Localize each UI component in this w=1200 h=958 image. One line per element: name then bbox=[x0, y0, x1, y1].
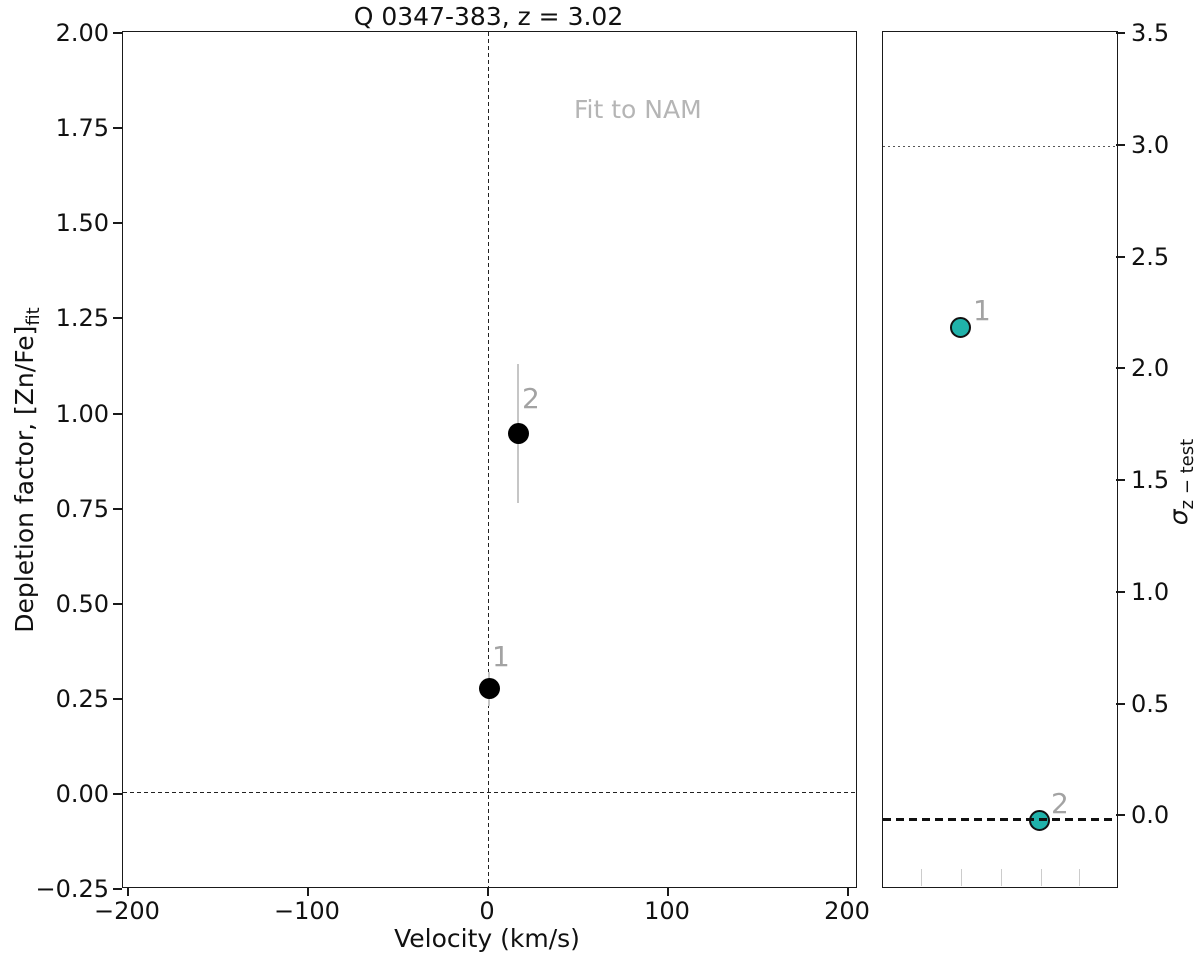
sigma-tick-label: 1.0 bbox=[1131, 578, 1170, 606]
x-axis-label: Velocity (km/s) bbox=[394, 924, 580, 953]
x-tick bbox=[487, 887, 489, 896]
zero-velocity-line bbox=[488, 32, 489, 887]
y-axis-label-subscript: fit bbox=[23, 307, 44, 326]
point-1-label: 1 bbox=[492, 640, 510, 673]
x-tick-label: 200 bbox=[824, 897, 870, 925]
x-tick-label: −200 bbox=[94, 897, 160, 925]
sigma-tick-label: 2.0 bbox=[1131, 354, 1170, 382]
x-tick bbox=[847, 887, 849, 896]
sigma-point-1-label: 1 bbox=[973, 294, 991, 327]
y-tick bbox=[113, 317, 122, 319]
sigma-point-1 bbox=[950, 317, 971, 338]
sigma-tick-label: 3.5 bbox=[1131, 19, 1170, 47]
y-tick bbox=[113, 698, 122, 700]
y-tick-label: 2.00 bbox=[55, 19, 109, 47]
sigma-tick bbox=[1116, 479, 1125, 481]
y-tick-label: 0.25 bbox=[55, 685, 109, 713]
y-tick-label: −0.25 bbox=[35, 875, 109, 903]
x-tick bbox=[307, 887, 309, 896]
sigma-tick bbox=[1116, 591, 1125, 593]
sigma-tick-label: 0.5 bbox=[1131, 690, 1170, 718]
sigma-tick bbox=[1116, 703, 1125, 705]
sigma-tick-label: 2.5 bbox=[1131, 243, 1170, 271]
y-tick bbox=[113, 222, 122, 224]
x-tick bbox=[127, 887, 129, 896]
sigma-tick-label: 3.0 bbox=[1131, 131, 1170, 159]
sigma-tick bbox=[1116, 367, 1125, 369]
minor-tick bbox=[1079, 869, 1080, 886]
y-tick bbox=[113, 127, 122, 129]
y-tick-label: 0.50 bbox=[55, 590, 109, 618]
minor-tick bbox=[921, 869, 922, 886]
sigma-point-2-label: 2 bbox=[1051, 787, 1069, 820]
x-tick-label: 100 bbox=[644, 897, 690, 925]
x-tick-label: −100 bbox=[274, 897, 340, 925]
main-plot-area: Fit to NAM 1 2 bbox=[122, 31, 857, 888]
zero-sigma-line bbox=[883, 818, 1117, 821]
y-tick bbox=[113, 888, 122, 890]
sigma-point-2 bbox=[1029, 810, 1050, 831]
zero-depletion-line bbox=[123, 792, 856, 793]
point-2-label: 2 bbox=[522, 382, 540, 415]
minor-tick bbox=[1001, 869, 1002, 886]
y-tick bbox=[113, 413, 122, 415]
data-point-2 bbox=[508, 423, 529, 444]
sigma-tick bbox=[1116, 144, 1125, 146]
sigma-axis-label: σz − test bbox=[1164, 372, 1198, 592]
y-tick-label: 0.75 bbox=[55, 495, 109, 523]
minor-tick bbox=[1041, 869, 1042, 886]
y-tick bbox=[113, 793, 122, 795]
sigma-axis-subscript: z − test bbox=[1177, 438, 1198, 510]
y-tick-label: 1.25 bbox=[55, 304, 109, 332]
y-tick bbox=[113, 508, 122, 510]
y-tick-label: 1.50 bbox=[55, 209, 109, 237]
x-tick bbox=[667, 887, 669, 896]
y-tick-label: 1.00 bbox=[55, 400, 109, 428]
sigma-tick bbox=[1116, 814, 1125, 816]
sigma-tick bbox=[1116, 256, 1125, 258]
three-sigma-line bbox=[883, 146, 1117, 147]
sigma-tick bbox=[1116, 32, 1125, 34]
x-tick-label: 0 bbox=[479, 897, 495, 925]
data-point-1 bbox=[479, 678, 500, 699]
y-tick-label: 1.75 bbox=[55, 114, 109, 142]
y-tick bbox=[113, 32, 122, 34]
sigma-tick-label: 0.0 bbox=[1131, 801, 1170, 829]
sigma-symbol: σ bbox=[1164, 509, 1193, 526]
y-tick bbox=[113, 603, 122, 605]
fit-annotation: Fit to NAM bbox=[574, 95, 702, 124]
plot-title: Q 0347-383, z = 3.02 bbox=[353, 2, 624, 31]
y-tick-label: 0.00 bbox=[55, 780, 109, 808]
y-axis-label-text: Depletion factor, [Zn/Fe] bbox=[10, 325, 39, 633]
minor-tick bbox=[961, 869, 962, 886]
sigma-plot-area: 1 2 bbox=[882, 31, 1118, 888]
sigma-tick-label: 1.5 bbox=[1131, 466, 1170, 494]
y-axis-label: Depletion factor, [Zn/Fe]fit bbox=[10, 190, 44, 750]
